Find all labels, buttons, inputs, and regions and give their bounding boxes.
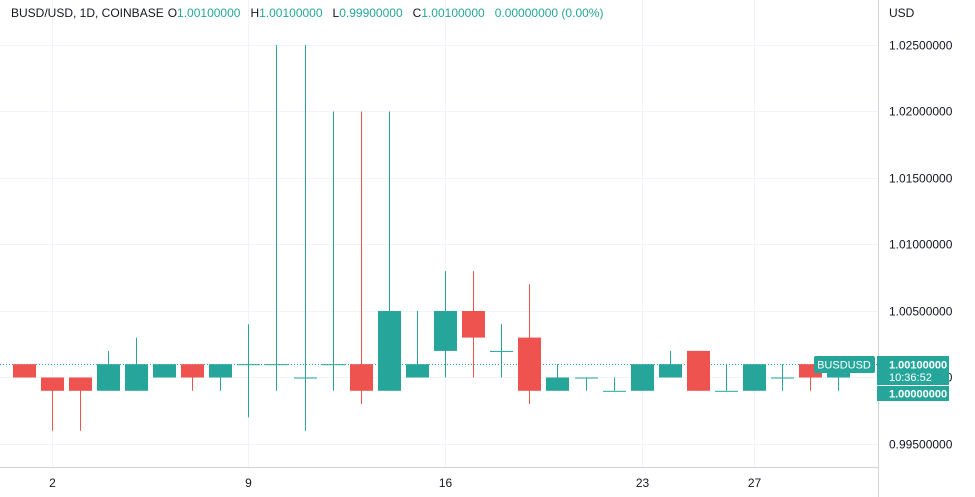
candle-body (434, 311, 457, 351)
candle-body (406, 364, 429, 378)
last-price-badge (877, 356, 949, 385)
price-badges: BUSDUSD 1.00100000 10:36:52 1.00000000 (814, 356, 949, 401)
axes (0, 0, 879, 497)
x-tick-label: 27 (748, 476, 762, 490)
x-tick-label: 9 (245, 476, 252, 490)
candle-body (546, 377, 569, 391)
y-tick-label: 1.02500000 (889, 39, 953, 53)
y-tick-label: 0.99500000 (889, 438, 953, 452)
candle-body (603, 390, 626, 392)
candle-body (771, 377, 794, 379)
candle-body (462, 311, 485, 338)
high-value: 1.00100000 (259, 6, 323, 20)
candle-body (265, 364, 288, 366)
candle-body (69, 377, 92, 391)
candle-body (378, 311, 401, 391)
candle-body (181, 364, 204, 378)
x-tick-label: 16 (439, 476, 453, 490)
change-value: 0.00000000 (0.00%) (494, 6, 604, 20)
candles[interactable] (13, 45, 850, 431)
candle-body (575, 377, 598, 379)
y-tick-label: 1.02000000 (889, 105, 953, 119)
low-value: 0.99900000 (339, 6, 403, 20)
candle-body (294, 377, 317, 379)
candle-body (631, 364, 654, 391)
candle-body (659, 364, 682, 378)
candle-body (125, 364, 148, 391)
y-tick-label: 1.01000000 (889, 238, 953, 252)
y-tick-label: 1.00500000 (889, 305, 953, 319)
x-tick-label: 23 (636, 476, 650, 490)
candle-body (490, 350, 513, 352)
chart-legend: BUSD/USD, 1D, COINBASE O 1.00100000 H 1.… (11, 6, 607, 20)
y-tick-label: 1.01500000 (889, 172, 953, 186)
low-label: L (332, 6, 340, 20)
grid-lines (0, 0, 878, 467)
symbol-badge (814, 356, 875, 373)
candle-body (153, 364, 176, 378)
candle-body (715, 390, 738, 392)
open-value: 1.00100000 (177, 6, 241, 20)
x-axis-ticks: 2 9 16 23 27 (49, 476, 761, 490)
candle-body (97, 364, 120, 391)
candle-body (209, 364, 232, 378)
x-tick-label: 2 (49, 476, 56, 490)
candle-body (13, 364, 36, 378)
candle-body (687, 350, 710, 391)
countdown-text: 10:36:52 (889, 372, 932, 384)
symbol-label[interactable]: BUSD/USD, 1D, COINBASE (11, 6, 164, 20)
candle-body (322, 364, 345, 366)
close-label: C (412, 6, 422, 20)
last-price-text: 1.00100000 (889, 360, 947, 372)
candle-body (743, 364, 766, 391)
symbol-badge-text: BUSDUSD (817, 360, 871, 372)
ref-price-text: 1.00000000 (889, 389, 947, 401)
ref-price-badge (877, 386, 949, 401)
close-value: 1.00100000 (421, 6, 485, 20)
candle-body (41, 377, 64, 391)
open-label: O (167, 6, 178, 20)
high-label: H (250, 6, 260, 20)
currency-label: USD (889, 6, 915, 20)
candle-body (518, 337, 541, 391)
candle-body (237, 364, 260, 366)
candle-body (350, 364, 373, 391)
